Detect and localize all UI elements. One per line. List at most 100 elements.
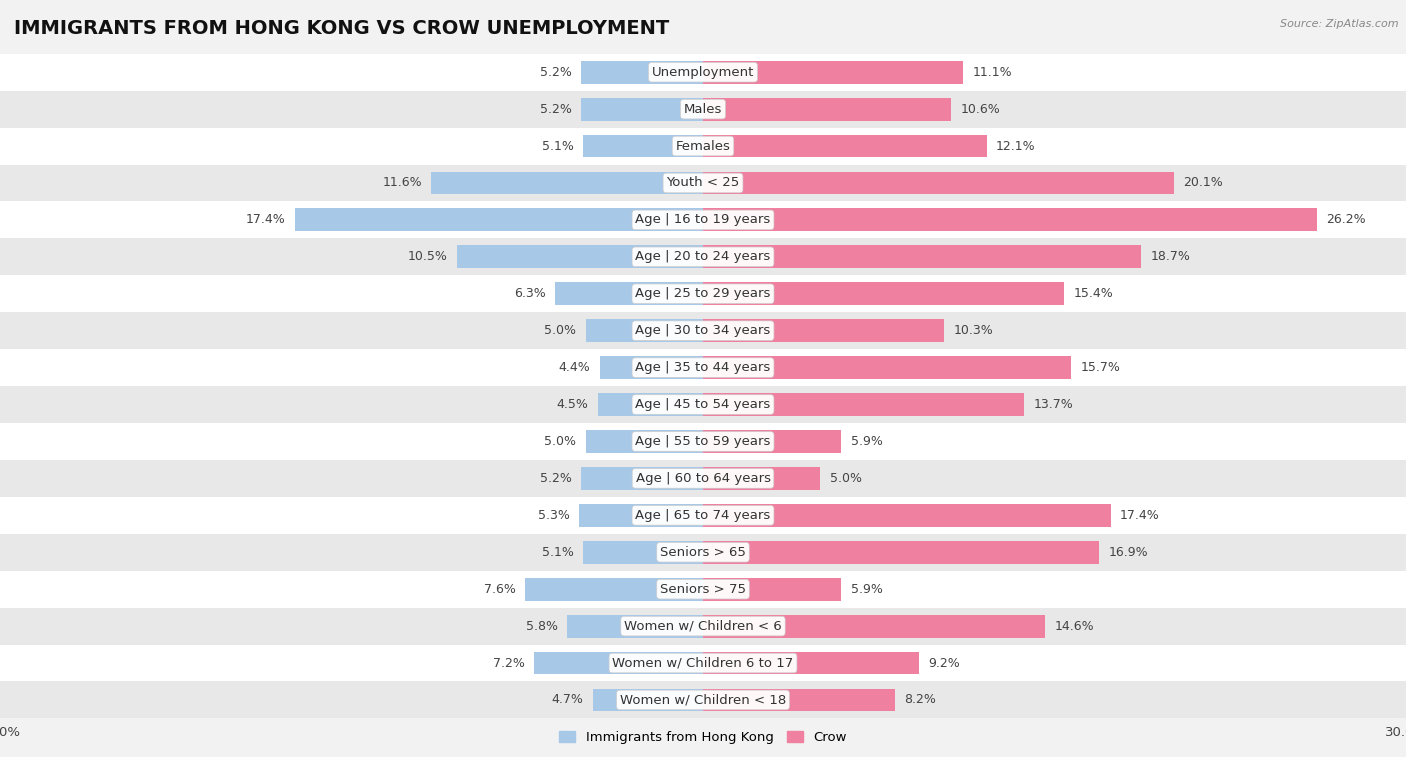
Text: 13.7%: 13.7% <box>1033 398 1073 411</box>
Text: Unemployment: Unemployment <box>652 66 754 79</box>
Text: Seniors > 75: Seniors > 75 <box>659 583 747 596</box>
Text: Age | 30 to 34 years: Age | 30 to 34 years <box>636 324 770 337</box>
Bar <box>295 208 703 232</box>
Bar <box>534 652 703 674</box>
Text: 5.0%: 5.0% <box>544 435 576 448</box>
Text: 5.8%: 5.8% <box>526 619 558 633</box>
Text: Youth < 25: Youth < 25 <box>666 176 740 189</box>
Bar <box>598 393 703 416</box>
Text: 15.4%: 15.4% <box>1073 287 1114 301</box>
Bar <box>0 681 1406 718</box>
Bar <box>703 430 841 453</box>
Text: IMMIGRANTS FROM HONG KONG VS CROW UNEMPLOYMENT: IMMIGRANTS FROM HONG KONG VS CROW UNEMPL… <box>14 19 669 38</box>
Text: Males: Males <box>683 103 723 116</box>
Text: 5.0%: 5.0% <box>830 472 862 485</box>
Bar <box>0 608 1406 644</box>
Bar <box>0 534 1406 571</box>
Text: Women w/ Children 6 to 17: Women w/ Children 6 to 17 <box>613 656 793 669</box>
Bar <box>600 356 703 379</box>
Bar <box>703 615 1045 637</box>
Text: Age | 35 to 44 years: Age | 35 to 44 years <box>636 361 770 374</box>
Bar <box>0 276 1406 312</box>
Text: Age | 16 to 19 years: Age | 16 to 19 years <box>636 213 770 226</box>
Bar <box>703 504 1111 527</box>
Text: Age | 45 to 54 years: Age | 45 to 54 years <box>636 398 770 411</box>
Text: 10.3%: 10.3% <box>953 324 994 337</box>
Text: Age | 25 to 29 years: Age | 25 to 29 years <box>636 287 770 301</box>
Bar <box>703 319 945 342</box>
Text: 4.4%: 4.4% <box>558 361 591 374</box>
Bar <box>567 615 703 637</box>
Bar <box>593 689 703 712</box>
Bar <box>581 467 703 490</box>
Text: 26.2%: 26.2% <box>1326 213 1367 226</box>
Text: 17.4%: 17.4% <box>246 213 285 226</box>
Bar <box>703 467 820 490</box>
Bar <box>524 578 703 600</box>
Text: Age | 60 to 64 years: Age | 60 to 64 years <box>636 472 770 485</box>
Bar <box>586 319 703 342</box>
Bar <box>432 172 703 195</box>
Bar <box>703 282 1064 305</box>
Bar <box>703 172 1174 195</box>
Text: 5.1%: 5.1% <box>543 546 574 559</box>
Bar <box>0 349 1406 386</box>
Text: 9.2%: 9.2% <box>928 656 960 669</box>
Bar <box>555 282 703 305</box>
Bar <box>0 312 1406 349</box>
Text: 5.0%: 5.0% <box>544 324 576 337</box>
Bar <box>0 386 1406 423</box>
Text: Age | 65 to 74 years: Age | 65 to 74 years <box>636 509 770 522</box>
Text: 10.5%: 10.5% <box>408 251 447 263</box>
Bar <box>583 540 703 564</box>
Bar <box>703 540 1099 564</box>
Bar <box>0 423 1406 460</box>
Bar <box>703 652 918 674</box>
Text: 11.1%: 11.1% <box>973 66 1012 79</box>
Bar <box>703 245 1142 268</box>
Bar <box>703 135 987 157</box>
Text: Source: ZipAtlas.com: Source: ZipAtlas.com <box>1281 19 1399 29</box>
Bar <box>581 61 703 83</box>
Text: Women w/ Children < 18: Women w/ Children < 18 <box>620 693 786 706</box>
Bar <box>703 393 1024 416</box>
Bar <box>703 356 1071 379</box>
Bar <box>0 91 1406 128</box>
Text: 7.2%: 7.2% <box>494 656 524 669</box>
Text: 5.2%: 5.2% <box>540 472 572 485</box>
Bar <box>583 135 703 157</box>
Bar <box>0 571 1406 608</box>
Bar <box>0 201 1406 238</box>
Bar <box>703 578 841 600</box>
Text: 7.6%: 7.6% <box>484 583 516 596</box>
Bar <box>703 208 1317 232</box>
Text: 8.2%: 8.2% <box>904 693 936 706</box>
Text: Age | 20 to 24 years: Age | 20 to 24 years <box>636 251 770 263</box>
Text: 11.6%: 11.6% <box>382 176 422 189</box>
Text: 5.3%: 5.3% <box>537 509 569 522</box>
Text: Age | 55 to 59 years: Age | 55 to 59 years <box>636 435 770 448</box>
Bar <box>457 245 703 268</box>
Text: 14.6%: 14.6% <box>1054 619 1094 633</box>
Text: 5.9%: 5.9% <box>851 435 883 448</box>
Text: 10.6%: 10.6% <box>960 103 1001 116</box>
Text: Seniors > 65: Seniors > 65 <box>659 546 747 559</box>
Bar <box>0 54 1406 91</box>
Text: Females: Females <box>675 139 731 153</box>
Legend: Immigrants from Hong Kong, Crow: Immigrants from Hong Kong, Crow <box>554 726 852 749</box>
Bar <box>703 98 952 120</box>
Text: 5.1%: 5.1% <box>543 139 574 153</box>
Bar <box>0 128 1406 164</box>
Bar <box>581 98 703 120</box>
Text: 18.7%: 18.7% <box>1150 251 1191 263</box>
Text: 5.9%: 5.9% <box>851 583 883 596</box>
Text: 12.1%: 12.1% <box>995 139 1036 153</box>
Bar <box>0 238 1406 276</box>
Bar <box>0 164 1406 201</box>
Bar <box>0 644 1406 681</box>
Text: 5.2%: 5.2% <box>540 66 572 79</box>
Text: 6.3%: 6.3% <box>515 287 546 301</box>
Bar <box>0 460 1406 497</box>
Text: Women w/ Children < 6: Women w/ Children < 6 <box>624 619 782 633</box>
Bar <box>0 497 1406 534</box>
